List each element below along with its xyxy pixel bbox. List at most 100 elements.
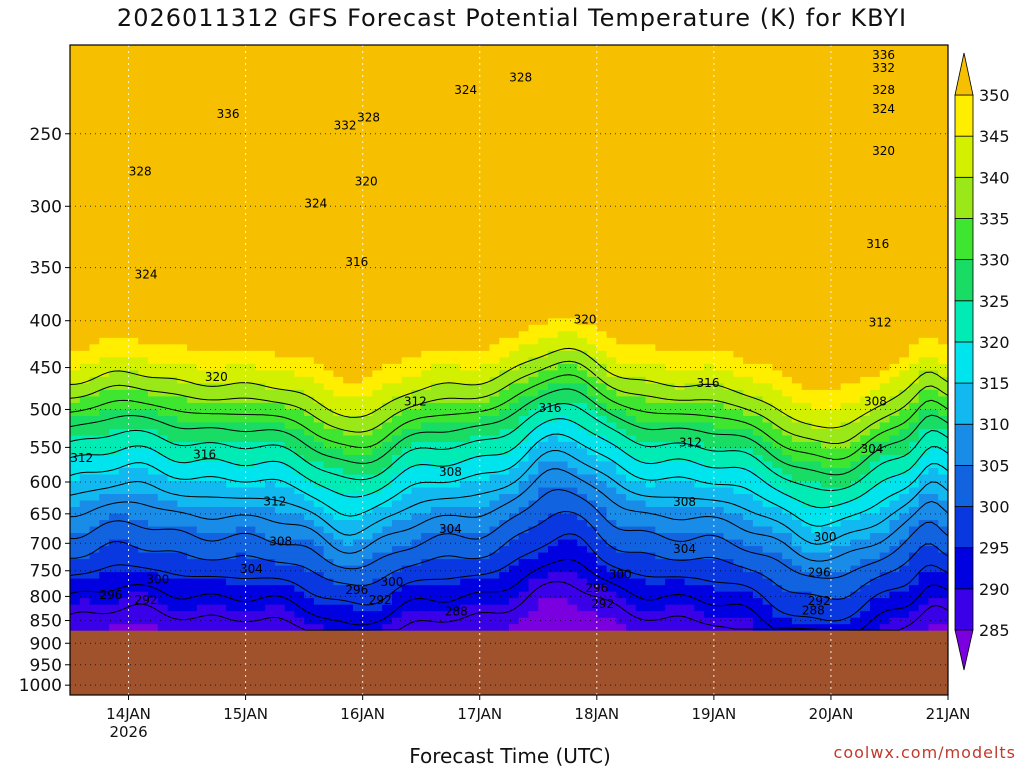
field-cell: [245, 526, 256, 534]
field-cell: [421, 58, 432, 66]
field-cell: [265, 168, 276, 176]
field-cell: [382, 266, 393, 274]
field-cell: [479, 370, 491, 378]
field-cell: [206, 201, 217, 209]
field-cell: [323, 363, 334, 371]
field-cell: [391, 468, 403, 476]
field-cell: [128, 305, 139, 313]
field-cell: [548, 259, 559, 267]
field-cell: [489, 240, 500, 248]
field-cell: [89, 45, 100, 53]
field-cell: [70, 227, 81, 235]
field-cell: [499, 454, 510, 463]
field-cell: [509, 168, 520, 176]
field-cell: [450, 578, 461, 586]
field-cell: [352, 149, 364, 157]
field-cell: [167, 129, 178, 137]
field-cell: [548, 572, 559, 580]
field-cell: [362, 533, 374, 541]
field-cell: [557, 311, 569, 319]
field-cell: [226, 142, 237, 150]
field-cell: [518, 500, 530, 508]
field-cell: [206, 604, 217, 612]
field-cell: [284, 331, 295, 339]
field-cell: [587, 468, 598, 476]
field-cell: [138, 136, 149, 144]
field-cell: [138, 142, 149, 150]
field-cell: [109, 357, 120, 365]
field-cell: [294, 611, 305, 619]
field-cell: [226, 604, 237, 612]
field-cell: [274, 376, 286, 385]
field-cell: [440, 51, 452, 59]
field-cell: [489, 370, 500, 378]
field-cell: [411, 331, 422, 339]
field-cell: [284, 435, 295, 443]
field-cell: [509, 64, 520, 72]
field-cell: [382, 604, 393, 612]
field-cell: [323, 546, 334, 554]
field-cell: [196, 402, 208, 411]
field-cell: [196, 363, 208, 371]
field-cell: [509, 500, 520, 508]
field-cell: [548, 357, 559, 365]
field-cell: [469, 611, 481, 619]
field-cell: [421, 578, 432, 586]
field-cell: [518, 110, 530, 118]
field-cell: [265, 194, 276, 202]
field-cell: [567, 162, 578, 170]
field-cell: [499, 305, 510, 313]
field-cell: [352, 207, 364, 215]
field-cell: [518, 168, 530, 176]
field-cell: [128, 331, 139, 339]
field-cell: [313, 624, 325, 632]
field-cell: [148, 402, 159, 411]
field-cell: [587, 253, 598, 261]
field-cell: [138, 344, 149, 352]
field-cell: [450, 396, 461, 404]
field-cell: [391, 461, 403, 469]
field-cell: [557, 58, 569, 66]
field-cell: [401, 97, 413, 105]
field-cell: [587, 194, 598, 202]
field-cell: [391, 624, 403, 632]
field-cell: [362, 298, 374, 306]
field-cell: [372, 578, 383, 586]
field-cell: [460, 383, 471, 391]
field-cell: [304, 279, 315, 287]
field-cell: [216, 318, 227, 326]
field-cell: [596, 402, 608, 411]
field-cell: [372, 324, 383, 332]
field-cell: [382, 253, 393, 261]
field-cell: [226, 389, 237, 398]
field-cell: [313, 565, 325, 573]
field-cell: [274, 142, 286, 150]
field-cell: [538, 409, 549, 417]
field-cell: [284, 266, 295, 274]
field-cell: [157, 220, 169, 228]
field-cell: [157, 500, 169, 508]
field-cell: [596, 149, 608, 157]
field-cell: [499, 129, 510, 137]
field-cell: [557, 168, 569, 176]
field-cell: [216, 454, 227, 463]
field-cell: [460, 624, 471, 632]
field-cell: [596, 370, 608, 378]
field-cell: [177, 175, 188, 183]
field-cell: [235, 142, 247, 150]
field-cell: [157, 520, 169, 528]
field-cell: [587, 246, 598, 254]
field-cell: [382, 526, 393, 534]
field-cell: [421, 123, 432, 131]
field-cell: [499, 357, 510, 365]
field-cell: [294, 533, 305, 541]
field-cell: [323, 84, 334, 92]
field-cell: [157, 207, 169, 215]
field-cell: [79, 162, 91, 170]
field-cell: [216, 468, 227, 476]
field-cell: [323, 246, 334, 254]
field-cell: [509, 129, 520, 137]
field-cell: [304, 572, 315, 580]
field-cell: [255, 259, 266, 267]
field-cell: [430, 487, 442, 495]
